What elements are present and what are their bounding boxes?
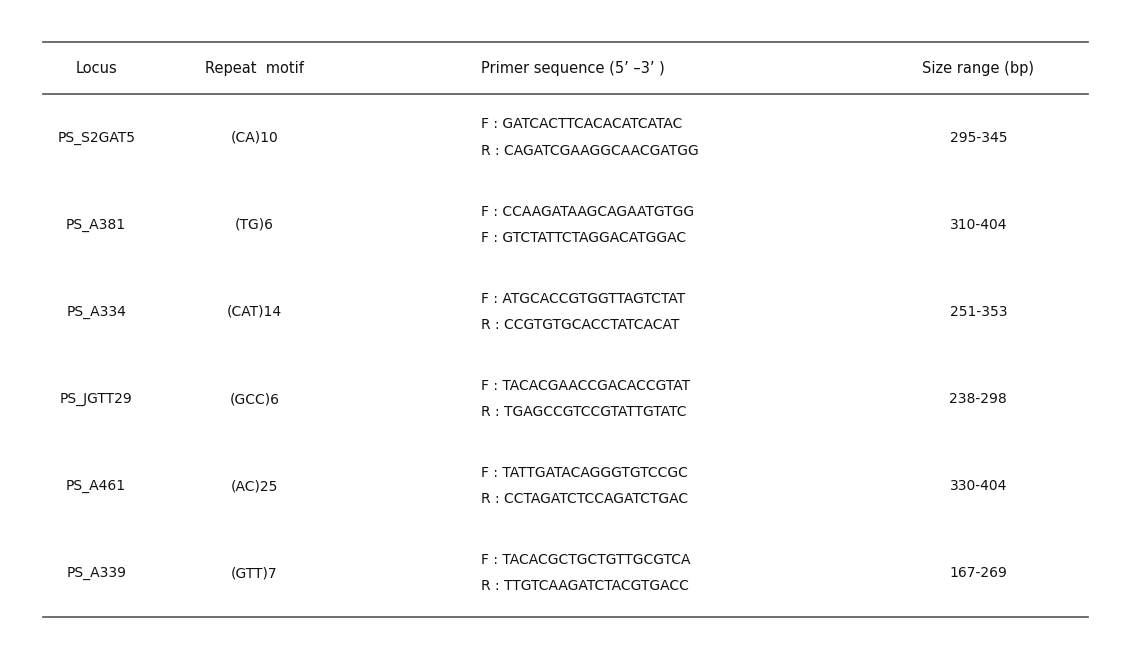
Text: PS_A334: PS_A334 bbox=[67, 305, 126, 319]
Text: F : GATCACTTCACACATCATAC: F : GATCACTTCACACATCATAC bbox=[481, 117, 682, 132]
Text: Locus: Locus bbox=[76, 60, 116, 76]
Text: PS_A461: PS_A461 bbox=[66, 479, 127, 493]
Text: (TG)6: (TG)6 bbox=[235, 218, 274, 232]
Text: 167-269: 167-269 bbox=[949, 566, 1008, 581]
Text: (GTT)7: (GTT)7 bbox=[231, 566, 278, 581]
Text: PS_S2GAT5: PS_S2GAT5 bbox=[58, 130, 135, 145]
Text: 330-404: 330-404 bbox=[950, 479, 1007, 493]
Text: (CA)10: (CA)10 bbox=[231, 130, 278, 145]
Text: PS_A381: PS_A381 bbox=[66, 218, 127, 232]
Text: PS_JGTT29: PS_JGTT29 bbox=[60, 392, 132, 406]
Text: 310-404: 310-404 bbox=[950, 218, 1007, 232]
Text: R : CCTAGATCTCCAGATCTGAC: R : CCTAGATCTCCAGATCTGAC bbox=[481, 492, 688, 506]
Text: Primer sequence (5’ –3’ ): Primer sequence (5’ –3’ ) bbox=[481, 60, 664, 76]
Text: 251-353: 251-353 bbox=[950, 305, 1007, 319]
Text: 295-345: 295-345 bbox=[950, 130, 1007, 145]
Text: F : TATTGATACAGGGTGTCCGC: F : TATTGATACAGGGTGTCCGC bbox=[481, 466, 688, 480]
Text: 238-298: 238-298 bbox=[949, 392, 1008, 406]
Text: Repeat  motif: Repeat motif bbox=[205, 60, 304, 76]
Text: F : CCAAGATAAGCAGAATGTGG: F : CCAAGATAAGCAGAATGTGG bbox=[481, 205, 693, 218]
Text: (CAT)14: (CAT)14 bbox=[227, 305, 282, 319]
Text: PS_A339: PS_A339 bbox=[66, 566, 127, 581]
Text: (AC)25: (AC)25 bbox=[231, 479, 278, 493]
Text: (GCC)6: (GCC)6 bbox=[230, 392, 279, 406]
Text: F : ATGCACCGTGGTTAGTCTAT: F : ATGCACCGTGGTTAGTCTAT bbox=[481, 292, 684, 306]
Text: R : TTGTCAAGATCTACGTGACC: R : TTGTCAAGATCTACGTGACC bbox=[481, 579, 689, 594]
Text: F : GTCTATTCTAGGACATGGAC: F : GTCTATTCTAGGACATGGAC bbox=[481, 231, 685, 245]
Text: F : TACACGAACCGACACCGTAT: F : TACACGAACCGACACCGTAT bbox=[481, 379, 690, 393]
Text: F : TACACGCTGCTGTTGCGTCA: F : TACACGCTGCTGTTGCGTCA bbox=[481, 553, 690, 567]
Text: R : TGAGCCGTCCGTATTGTATC: R : TGAGCCGTCCGTATTGTATC bbox=[481, 405, 687, 419]
Text: R : CCGTGTGCACCTATCACAT: R : CCGTGTGCACCTATCACAT bbox=[481, 318, 679, 332]
Text: R : CAGATCGAAGGCAACGATGG: R : CAGATCGAAGGCAACGATGG bbox=[481, 144, 699, 157]
Text: Size range (bp): Size range (bp) bbox=[922, 60, 1035, 76]
